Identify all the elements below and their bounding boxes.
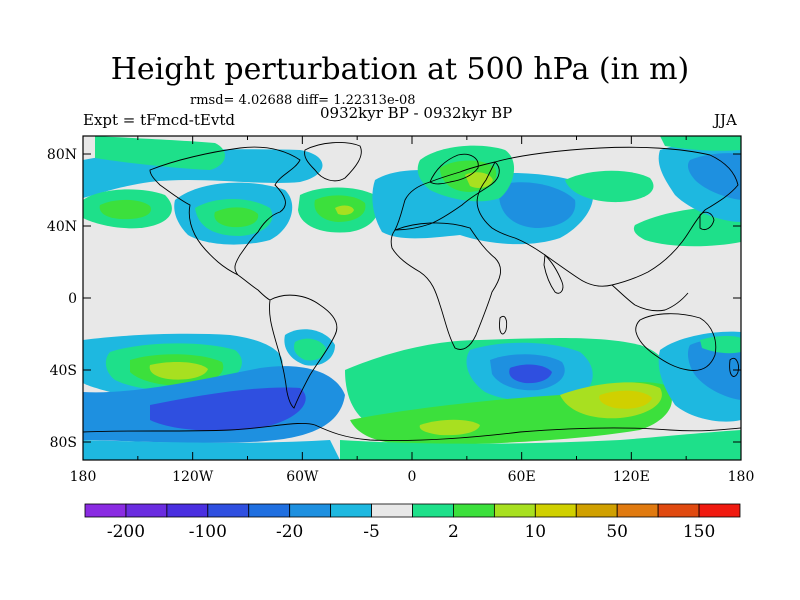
colorbar-swatch xyxy=(84,503,127,518)
anomaly-spacific-west-positive xyxy=(700,335,741,354)
colorbar-label: 2 xyxy=(448,522,459,542)
anomaly-so-pacific-peak xyxy=(149,361,208,380)
lon-tick-label: 120E xyxy=(613,469,650,485)
lat-tick-label: 0 xyxy=(68,291,77,307)
anomaly-antarctica-west-negative xyxy=(83,440,340,460)
colorbar-swatch xyxy=(412,503,454,518)
anomaly-antarctica-east-peak xyxy=(599,390,652,409)
colorbar-label: 10 xyxy=(524,522,546,542)
colorbar-swatch xyxy=(493,503,536,518)
lon-tick-label: 60E xyxy=(508,469,536,485)
anomaly-siberia-positive xyxy=(565,170,654,203)
anomaly-namerica-core xyxy=(214,207,259,228)
stats-line: rmsd= 4.02688 diff= 1.22313e-08 xyxy=(190,93,416,108)
colorbar-swatch xyxy=(453,503,495,518)
colorbar-swatch xyxy=(616,503,659,518)
colorbar-swatch xyxy=(207,503,250,518)
colorbar-swatch xyxy=(371,503,413,518)
coastline-southeast-asia xyxy=(611,284,689,312)
page-title: Height perturbation at 500 hPa (in m) xyxy=(110,52,690,87)
coastline-south-america xyxy=(269,294,338,409)
coastline-scandinavia xyxy=(429,153,479,185)
anomaly-arctic-east-positive xyxy=(660,136,741,151)
colorbar-label: 50 xyxy=(606,522,628,542)
lat-tick-label: 40N xyxy=(47,219,77,235)
coastline-madagascar xyxy=(499,315,508,335)
coastline-africa xyxy=(390,222,502,350)
anomaly-npacific-core xyxy=(99,199,151,220)
colorbar-label: -20 xyxy=(276,522,303,542)
coastline-antarctica xyxy=(83,422,741,441)
anomaly-npacific-east-core xyxy=(687,153,741,200)
anomaly-europe-negative-core xyxy=(499,182,576,228)
colorbar-label: -200 xyxy=(107,522,145,542)
colorbar-swatch xyxy=(289,503,332,518)
colorbar-swatch xyxy=(698,503,741,518)
lat-tick-label: 80N xyxy=(47,147,77,163)
colorbar-label: -100 xyxy=(189,522,227,542)
colorbar-swatch xyxy=(575,503,618,518)
anomaly-south-indian-negative-peak xyxy=(509,364,552,384)
lon-tick-label: 60W xyxy=(286,469,319,485)
colorbar-swatch xyxy=(657,503,700,518)
anomaly-antarctica-south-positive xyxy=(340,430,741,460)
anomaly-natlantic-peak xyxy=(335,205,354,215)
lat-tick-label: 40S xyxy=(50,363,77,379)
coastline-north-america xyxy=(149,146,301,276)
lat-tick-label: 80S xyxy=(50,435,77,451)
lon-tick-label: 180 xyxy=(70,469,97,485)
colorbar-swatch xyxy=(534,503,577,518)
coastline-australia xyxy=(635,313,717,371)
lon-tick-label: 0 xyxy=(408,469,417,485)
anomaly-spacific-west-core xyxy=(687,339,741,400)
anomaly-antarctica-coast-peak xyxy=(419,419,480,436)
anomaly-greenland-positive xyxy=(95,136,226,170)
lon-tick-label: 120W xyxy=(172,469,214,485)
anomaly-satlantic-positive-small xyxy=(294,338,326,361)
lon-tick-label: 180 xyxy=(728,469,755,485)
anomaly-scandinavia-peak xyxy=(465,172,493,188)
coastlines xyxy=(83,142,741,441)
colorbar-label: 150 xyxy=(683,522,715,542)
map-axes: 80N 40N 0 40S 80S 180 120W 60W 0 60E 120E 180 xyxy=(47,136,754,485)
colorbar-label: -5 xyxy=(363,522,380,542)
coastline-greenland xyxy=(304,142,362,182)
coastline-asia xyxy=(476,146,739,287)
colorbar-swatch xyxy=(248,503,291,518)
coastline-japan xyxy=(699,211,715,231)
season-label: JJA xyxy=(714,111,737,129)
coastline-india xyxy=(543,254,564,294)
colorbar-swatch xyxy=(330,503,372,518)
colorbar-swatch xyxy=(125,503,168,518)
anomaly-southern-ocean-core xyxy=(150,387,306,431)
coastline-central-america xyxy=(237,274,271,301)
period-label: 0932kyr BP - 0932kyr BP xyxy=(320,104,513,122)
height-field xyxy=(83,136,741,460)
coastline-new-zealand xyxy=(729,357,739,377)
colorbar-swatch xyxy=(166,503,209,518)
colorbar: -200 -100 -20 -5 2 10 50 150 xyxy=(84,503,741,542)
experiment-label: Expt = tFmcd-tEvtd xyxy=(83,111,235,129)
